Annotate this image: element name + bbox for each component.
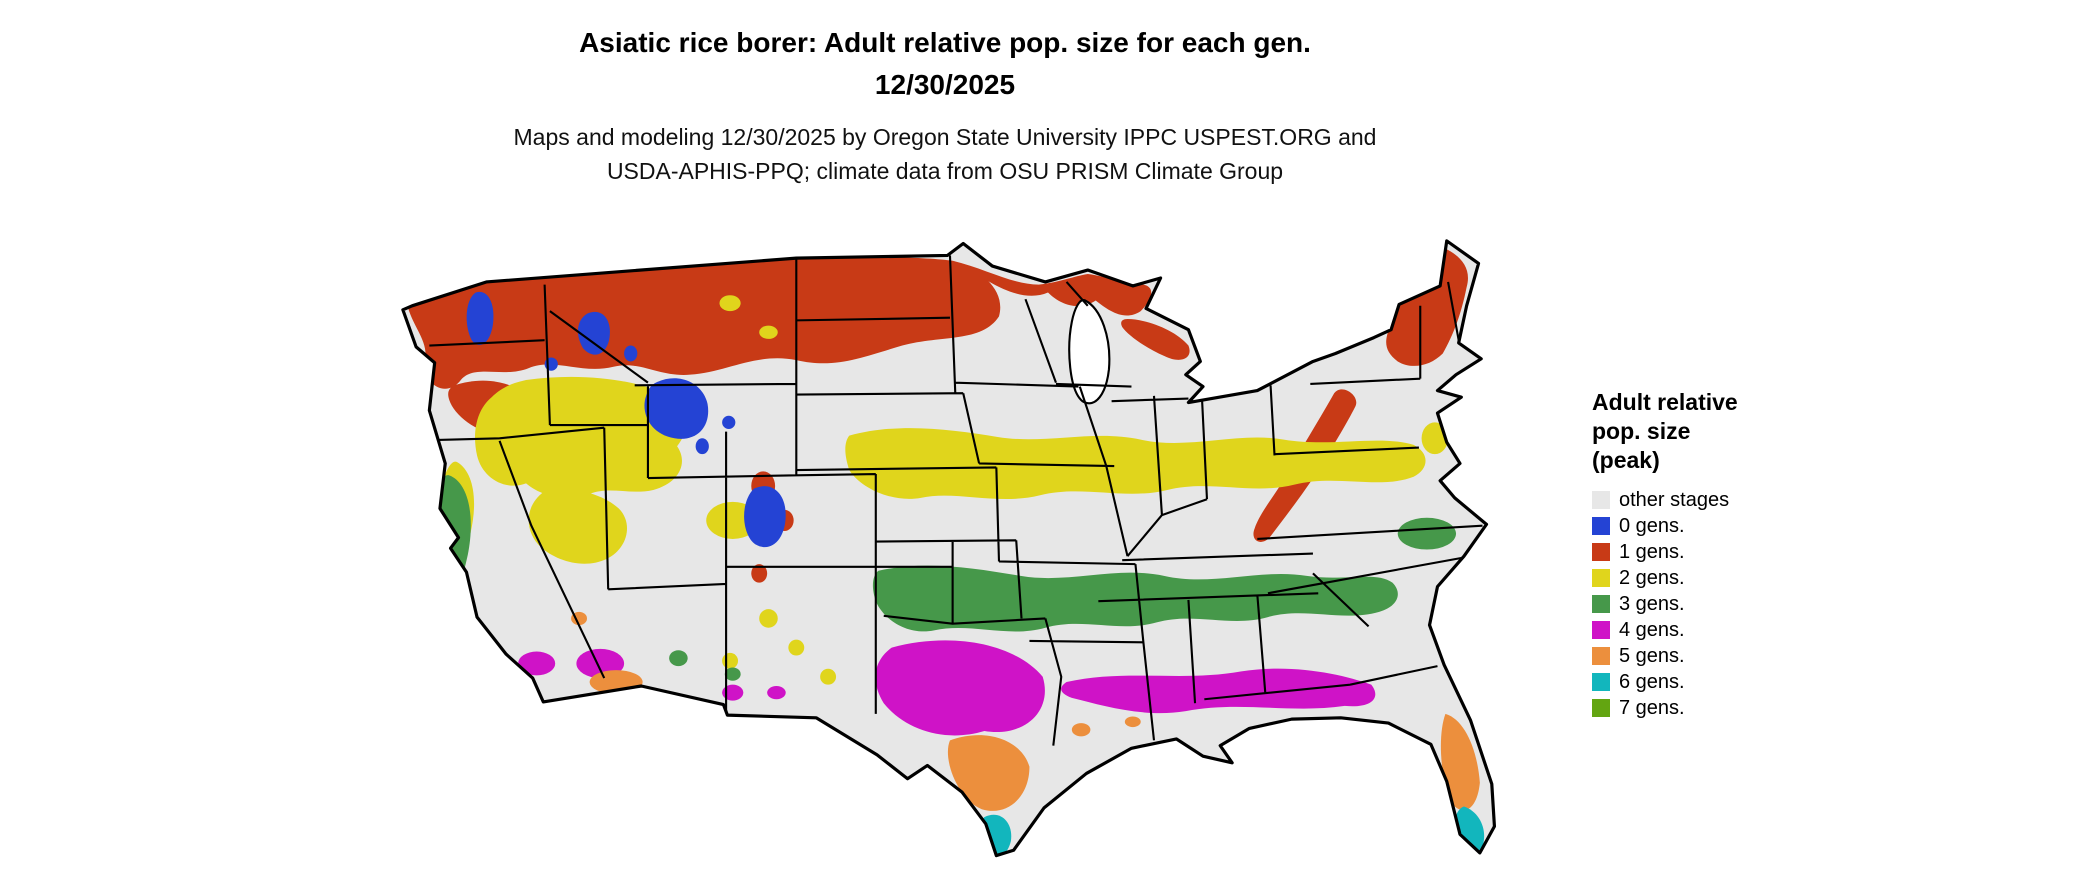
- legend-item-2-gens: 2 gens.: [1592, 565, 1892, 591]
- legend-title-line2: pop. size: [1592, 418, 1691, 444]
- legend-swatch: [1592, 491, 1610, 509]
- legend-label: 7 gens.: [1619, 696, 1685, 719]
- legend-item-5-gens: 5 gens.: [1592, 643, 1892, 669]
- map-subtitle-line1: Maps and modeling 12/30/2025 by Oregon S…: [513, 124, 1377, 150]
- legend-item-1-gens: 1 gens.: [1592, 539, 1892, 565]
- us-map-svg: [401, 239, 1497, 858]
- legend-label: 3 gens.: [1619, 592, 1685, 615]
- legend-swatch: [1592, 543, 1610, 561]
- map-canvas: [330, 226, 1562, 889]
- legend-item-other-stages: other stages: [1592, 487, 1892, 513]
- legend-label: 1 gens.: [1619, 540, 1685, 563]
- legend-item-6-gens: 6 gens.: [1592, 669, 1892, 695]
- legend-item-7-gens: 7 gens.: [1592, 695, 1892, 721]
- map-title-line2: 12/30/2025: [874, 69, 1016, 100]
- legend-title-line1: Adult relative: [1592, 389, 1738, 415]
- gen-6-band: [977, 806, 1485, 856]
- legend-swatch: [1592, 647, 1610, 665]
- legend: Adult relative pop. size (peak) other st…: [1592, 388, 1892, 721]
- legend-title: Adult relative pop. size (peak): [1592, 388, 1892, 475]
- legend-title-line3: (peak): [1592, 447, 1660, 473]
- map-title-line1: Asiatic rice borer: Adult relative pop. …: [579, 27, 1311, 58]
- legend-label: 4 gens.: [1619, 618, 1685, 641]
- legend-label: 2 gens.: [1619, 566, 1685, 589]
- legend-items: other stages 0 gens. 1 gens. 2 gens. 3 gens.…: [1592, 487, 1892, 721]
- map-header: Asiatic rice borer: Adult relative pop. …: [0, 22, 1890, 188]
- legend-item-3-gens: 3 gens.: [1592, 591, 1892, 617]
- legend-label: 0 gens.: [1619, 514, 1685, 537]
- legend-swatch: [1592, 595, 1610, 613]
- legend-swatch: [1592, 699, 1610, 717]
- legend-swatch: [1592, 621, 1610, 639]
- legend-item-0-gens: 0 gens.: [1592, 513, 1892, 539]
- gen-2-band: [432, 295, 1449, 685]
- legend-item-4-gens: 4 gens.: [1592, 617, 1892, 643]
- legend-swatch: [1592, 569, 1610, 587]
- legend-swatch: [1592, 673, 1610, 691]
- map-subtitle: Maps and modeling 12/30/2025 by Oregon S…: [0, 120, 1890, 188]
- lake-michigan: [1068, 299, 1111, 405]
- legend-label: 6 gens.: [1619, 670, 1685, 693]
- legend-label: other stages: [1619, 488, 1730, 511]
- gen-4-band: [518, 640, 1376, 736]
- legend-swatch: [1592, 517, 1610, 535]
- legend-label: 5 gens.: [1619, 644, 1685, 667]
- gen-0-band: [466, 291, 786, 548]
- gen-1-band: [406, 247, 1468, 583]
- map-subtitle-line2: USDA-APHIS-PPQ; climate data from OSU PR…: [606, 158, 1284, 184]
- us-outline: [401, 239, 1497, 858]
- state-borders: [402, 255, 1483, 746]
